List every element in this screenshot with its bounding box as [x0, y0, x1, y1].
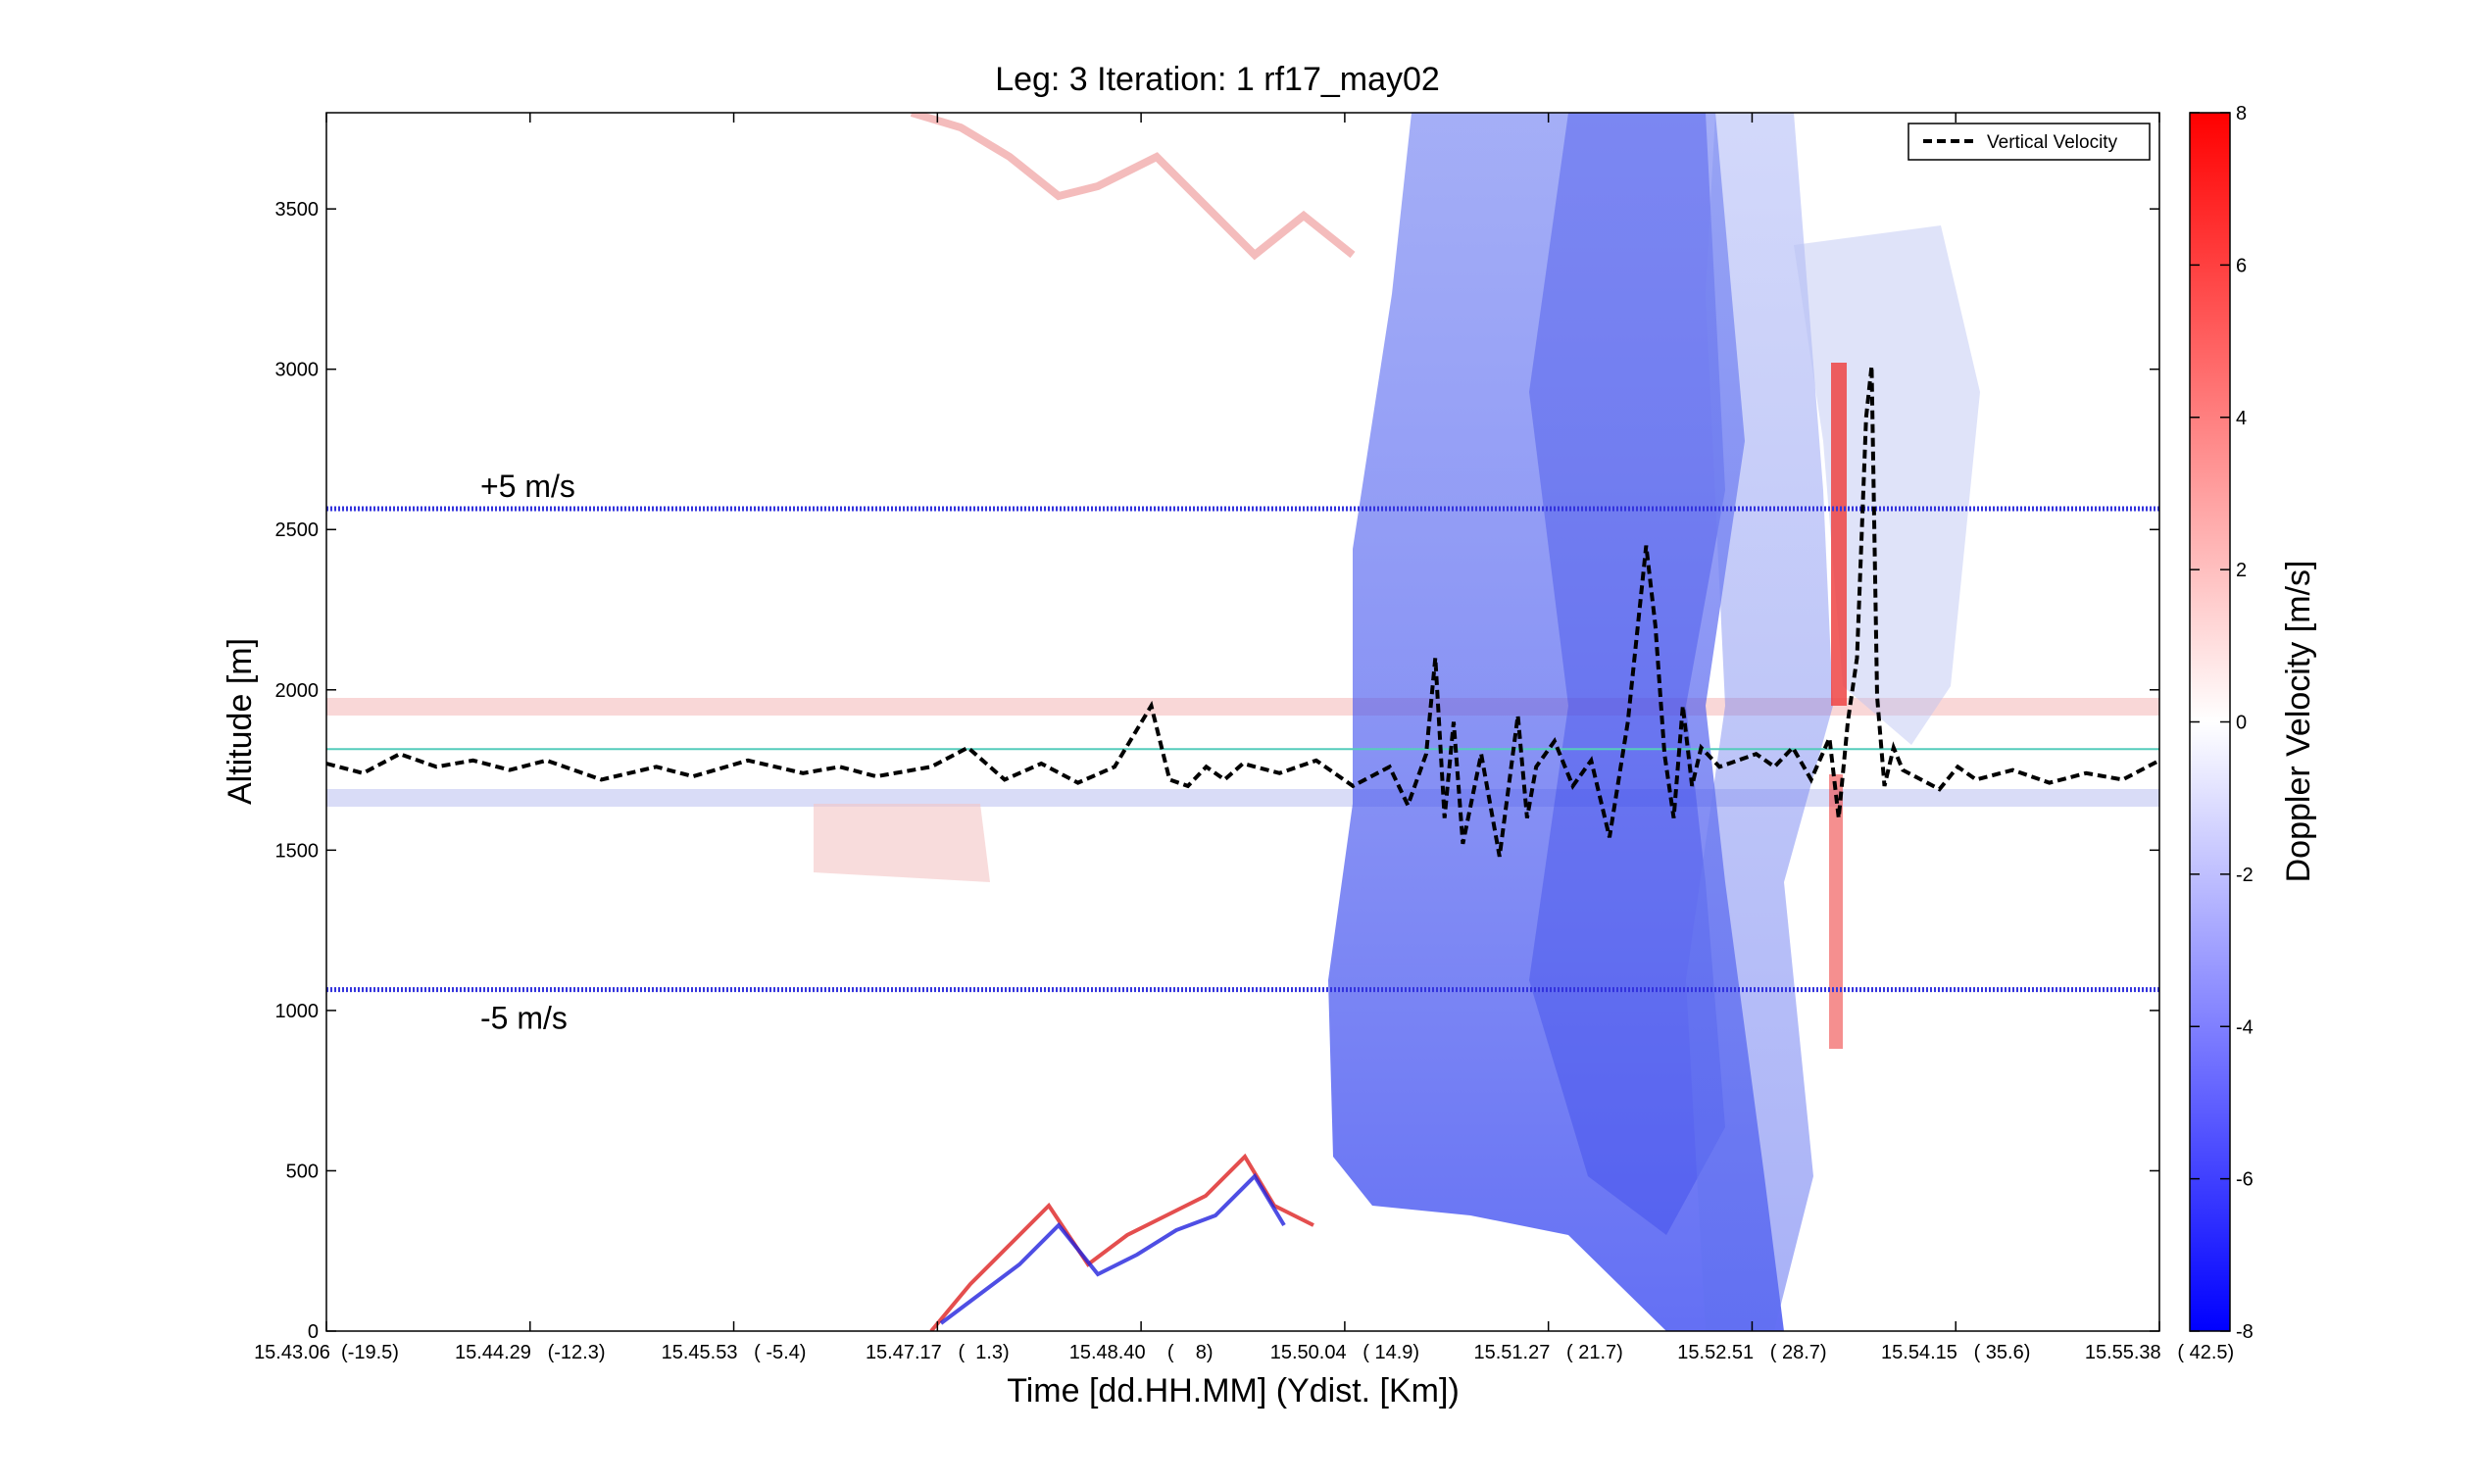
heatmap-cloud-main	[1328, 113, 1784, 1331]
x-tick-label: 15.45.53 ( -5.4)	[662, 1342, 807, 1363]
plot-frame	[325, 112, 2160, 1332]
x-tick-label: 15.51.27 ( 21.7)	[1474, 1342, 1623, 1363]
x-tick-label: 15.52.51 ( 28.7)	[1677, 1342, 1826, 1363]
reference-line-label: -5 m/s	[480, 1001, 568, 1036]
x-tick-label: 15.50.04 ( 14.9)	[1270, 1342, 1419, 1363]
colorbar-tick-label: -2	[2236, 865, 2254, 886]
heatmap-updraft-column	[1831, 363, 1847, 706]
y-tick-label: 3000	[275, 360, 320, 381]
y-axis-label: Altitude [m]	[222, 638, 259, 805]
reference-lines: +5 m/s -5 m/s	[326, 469, 2159, 1036]
y-tick-label: 3500	[275, 199, 320, 221]
heatmap-cloud-core	[1529, 113, 1725, 1235]
y-tick-label: 0	[308, 1321, 319, 1343]
x-axis-ticks: 15.43.06 (-19.5) 15.44.29 (-12.3) 15.45.53…	[254, 113, 2234, 1363]
x-tick-label: 15.54.15 ( 35.6)	[1881, 1342, 2030, 1363]
x-tick-label: 15.47.17 ( 1.3)	[866, 1342, 1010, 1363]
colorbar-tick-label: 0	[2236, 713, 2247, 734]
colorbar-tick-label: -8	[2236, 1321, 2254, 1343]
colorbar-tick-label: -4	[2236, 1016, 2254, 1038]
heatmap-pink-streak	[910, 113, 1356, 261]
x-axis-label: Time [dd.HH.MM] (Ydist. [Km])	[1007, 1372, 1460, 1410]
colorbar-label: Doppler Velocity [m/s]	[2280, 561, 2317, 883]
legend-label: Vertical Velocity	[1987, 132, 2118, 153]
heatmap-ground-noise-blue	[939, 1172, 1286, 1325]
heatmap-cloud-right	[1686, 113, 1833, 1331]
heatmap-pink-patch	[814, 804, 990, 882]
y-tick-label: 1500	[275, 840, 320, 862]
reference-line-label: +5 m/s	[480, 469, 575, 504]
x-tick-label: 15.55.38 ( 42.5)	[2085, 1342, 2234, 1363]
legend-box	[1907, 123, 2151, 161]
colorbar-tick-label: 6	[2236, 255, 2247, 276]
chart-title: Leg: 3 Iteration: 1 rf17_may02	[995, 61, 1440, 98]
x-tick-label: 15.44.29 (-12.3)	[455, 1342, 605, 1363]
doppler-heatmap	[326, 113, 2159, 1331]
x-tick-label: 15.43.06 (-19.5)	[254, 1342, 399, 1363]
y-tick-label: 2000	[275, 680, 320, 702]
colorbar-tick-label: 2	[2236, 560, 2247, 581]
plot-area	[326, 113, 2159, 1331]
y-tick-label: 500	[286, 1161, 319, 1182]
colorbar-tick-label: 8	[2236, 103, 2247, 124]
heatmap-ground-noise	[929, 1153, 1314, 1331]
heatmap-updraft-column-lower	[1829, 774, 1843, 1049]
colorbar-ticks: -8 -6 -4 -2 0 2 4 6 8	[2190, 103, 2254, 1343]
heatmap-band-lower	[326, 789, 2159, 807]
legend: Vertical Velocity	[1907, 123, 2151, 161]
x-tick-label: 15.48.40 ( 8)	[1069, 1342, 1214, 1363]
y-tick-label: 2500	[275, 519, 320, 541]
colorbar-tick-label: 4	[2236, 408, 2247, 429]
y-axis-ticks: 0 500 1000 1500 2000 2500 3000 3500	[275, 199, 2159, 1343]
y-tick-label: 1000	[275, 1001, 320, 1022]
colorbar-tick-label: -6	[2236, 1169, 2254, 1191]
